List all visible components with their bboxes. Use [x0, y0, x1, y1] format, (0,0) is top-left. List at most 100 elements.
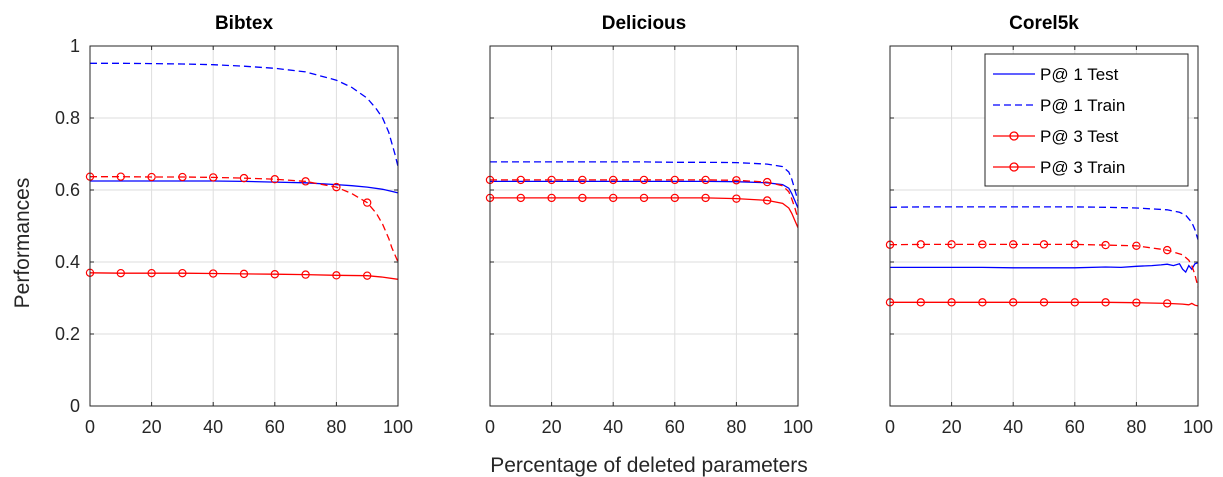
data-point-marker	[609, 175, 618, 185]
data-point-marker	[763, 196, 772, 205]
legend-box	[984, 53, 1189, 187]
data-point-marker	[1009, 240, 1018, 249]
x-tick-label: 0	[885, 417, 895, 437]
series-line-p-3-test	[890, 301, 1199, 307]
data-point-marker	[1132, 298, 1141, 307]
data-point-marker	[208, 269, 218, 278]
x-tick-label: 60	[265, 417, 285, 437]
data-point-marker	[239, 269, 249, 279]
plot-area	[90, 46, 398, 406]
legend-item: P@ 1 Train	[993, 96, 1125, 115]
x-tick-label: 60	[665, 417, 685, 437]
legend-label: P@ 1 Train	[1040, 96, 1125, 115]
data-point-marker	[916, 240, 926, 249]
series-line-p-3-train	[490, 179, 799, 219]
axes-box	[489, 45, 799, 407]
data-point-marker	[578, 175, 587, 185]
data-point-marker	[1070, 298, 1080, 307]
data-point-marker	[1101, 240, 1110, 250]
legend-swatch-marker	[1009, 131, 1019, 141]
panel-bibtex: 0 20 40 60 80 100 0 0.2 0.4 0.6 0.8 1 Bibtex	[55, 13, 413, 437]
legend-item: P@ 3 Test	[993, 127, 1119, 146]
x-axis-label: Percentage of deleted parameters	[490, 454, 808, 477]
data-point-marker	[639, 193, 649, 203]
data-point-marker	[609, 193, 618, 203]
legend-item: P@ 1 Test	[993, 65, 1119, 84]
legend-label: P@ 3 Train	[1040, 158, 1125, 177]
data-point-marker	[578, 193, 587, 203]
y-axis-label: Performances	[11, 178, 34, 309]
data-point-marker	[732, 194, 741, 203]
legend-label: P@ 1 Test	[1040, 65, 1119, 84]
data-point-marker	[547, 193, 556, 203]
data-point-marker	[701, 175, 710, 185]
axes-box	[89, 45, 399, 407]
data-point-marker	[763, 177, 772, 187]
data-point-marker	[947, 240, 956, 249]
x-tick-label: 60	[1065, 417, 1085, 437]
data-point-marker	[1101, 298, 1110, 307]
data-point-marker	[116, 172, 126, 181]
data-point-marker	[1039, 298, 1049, 307]
x-tick-label: 0	[85, 417, 95, 437]
data-point-marker	[670, 175, 680, 185]
series-line-p-3-train	[889, 243, 1199, 288]
legend-swatch-marker	[1009, 162, 1019, 172]
legend-label: P@ 3 Test	[1040, 127, 1119, 146]
data-point-marker	[1132, 241, 1141, 250]
data-point-marker	[363, 271, 372, 280]
data-point-marker	[301, 270, 310, 279]
series-line-p-1-test	[90, 180, 399, 194]
data-point-marker	[270, 174, 279, 184]
x-tick-label: 20	[542, 417, 562, 437]
legend-item: P@ 3 Train	[993, 158, 1125, 177]
data-point-marker	[639, 175, 649, 185]
x-tick-label: 40	[603, 417, 623, 437]
series-line-p-3-test	[490, 197, 799, 229]
data-point-marker	[332, 271, 341, 280]
panel-title: Delicious	[602, 13, 686, 34]
data-point-marker	[978, 240, 987, 249]
y-tick-label: 0.8	[55, 108, 80, 128]
data-point-marker	[363, 198, 372, 207]
data-point-marker	[516, 175, 526, 185]
x-tick-label: 0	[485, 417, 495, 437]
data-point-marker	[147, 172, 156, 182]
axes-box	[889, 45, 1199, 407]
data-point-marker	[1009, 298, 1018, 307]
data-point-marker	[270, 270, 279, 279]
series-line-p-1-train	[889, 206, 1199, 240]
x-tick-label: 80	[726, 417, 746, 437]
x-tick-label: 80	[326, 417, 346, 437]
data-point-marker	[947, 298, 956, 307]
y-tick-label: 0	[70, 396, 80, 416]
x-tick-label: 80	[1126, 417, 1146, 437]
series-line-p-3-train	[90, 176, 399, 263]
y-tick-label: 0.4	[55, 252, 80, 272]
panel-title: Bibtex	[215, 13, 274, 34]
y-tick-label: 0.6	[55, 180, 80, 200]
data-point-marker	[178, 268, 187, 278]
y-tick-label: 1	[70, 36, 80, 56]
data-point-marker	[208, 173, 218, 182]
plot-area	[490, 46, 798, 406]
data-point-marker	[978, 298, 987, 307]
series-line-p-1-test	[490, 180, 799, 209]
legend: P@ 1 Test P@ 1 Train P@ 3 Test P@ 3 Train	[984, 53, 1189, 187]
data-point-marker	[916, 298, 926, 307]
data-point-marker	[1070, 240, 1080, 249]
data-point-marker	[332, 182, 341, 192]
x-tick-label: 20	[142, 417, 162, 437]
data-point-marker	[1039, 240, 1049, 249]
series-line-p-3-test	[89, 272, 399, 280]
y-tick-label: 0.2	[55, 324, 80, 344]
data-point-marker	[147, 268, 156, 278]
data-point-marker	[116, 268, 126, 278]
x-tick-label: 40	[1003, 417, 1023, 437]
data-point-marker	[670, 193, 680, 203]
x-tick-label: 40	[203, 417, 223, 437]
series-line-p-1-test	[890, 262, 1199, 274]
x-tick-label: 100	[1183, 417, 1213, 437]
series-line-p-1-train	[90, 62, 399, 167]
